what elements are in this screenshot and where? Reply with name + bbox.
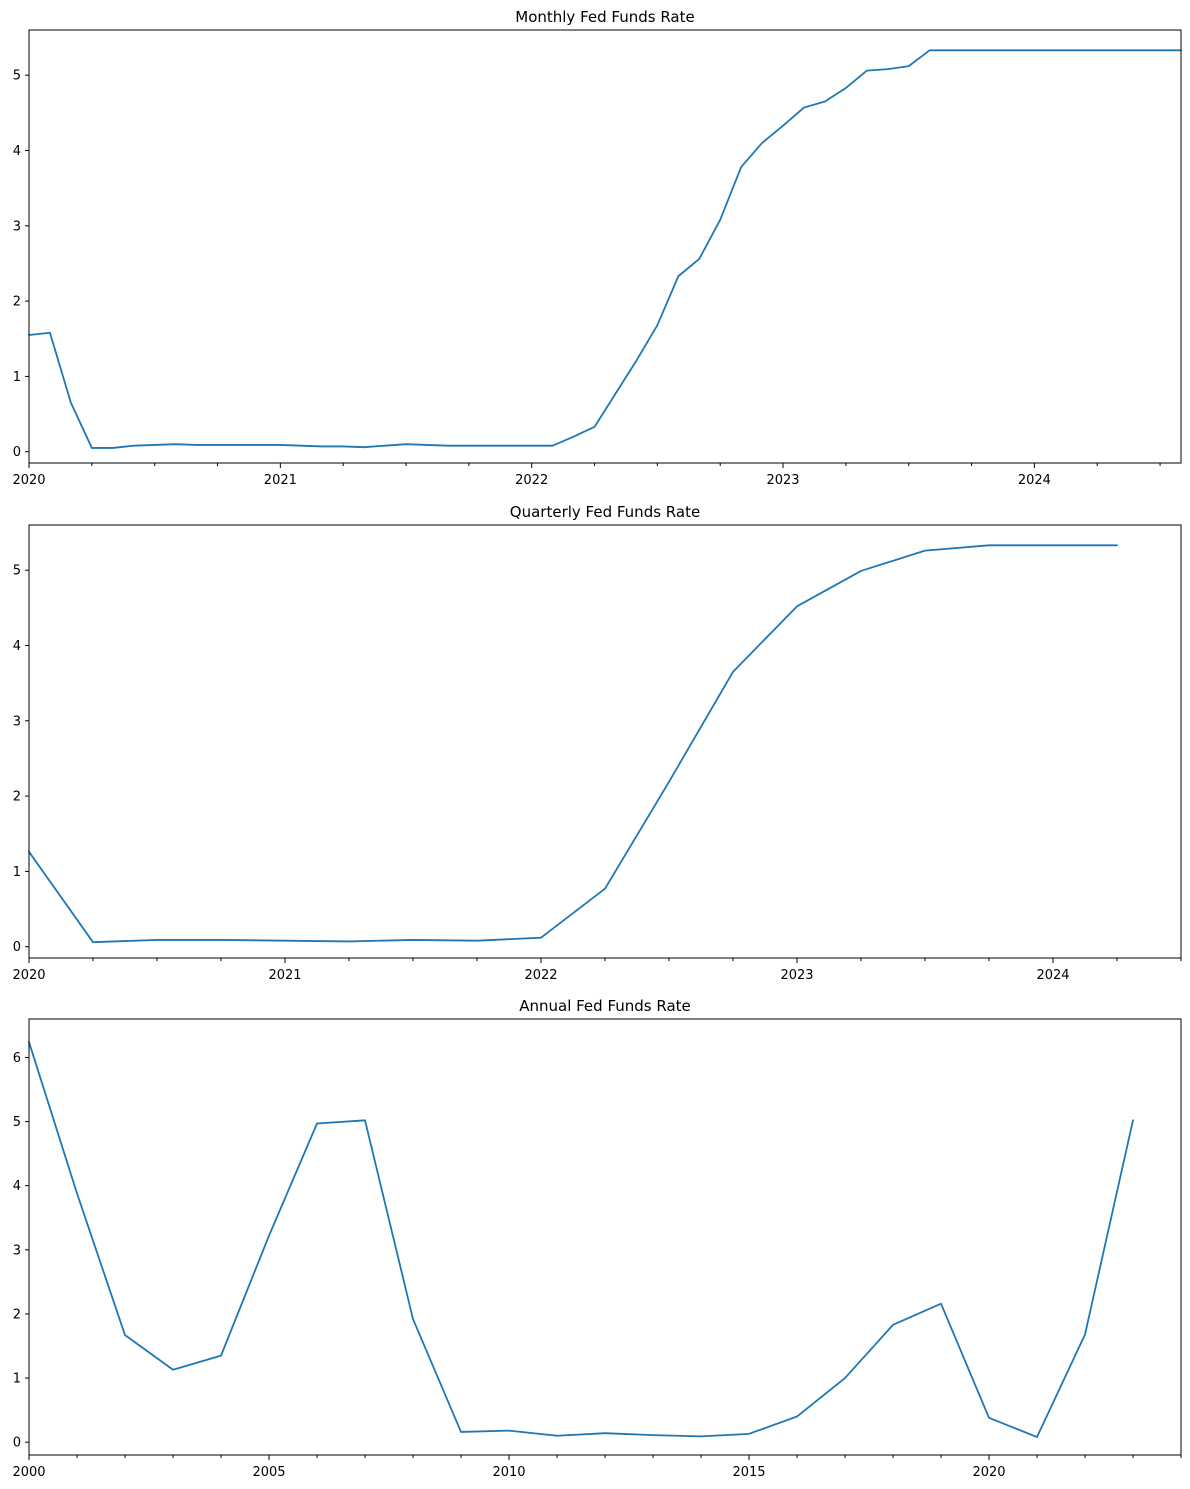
x-tick-label: 2020 bbox=[972, 1465, 1005, 1480]
plot-area-frame bbox=[28, 524, 1182, 959]
chart-title: Annual Fed Funds Rate bbox=[519, 997, 691, 1015]
y-tick-label: 5 bbox=[13, 69, 21, 84]
x-tick-label: 2022 bbox=[524, 968, 557, 983]
y-tick-label: 0 bbox=[13, 445, 21, 460]
x-tick-label: 2021 bbox=[264, 473, 297, 488]
y-tick-label: 0 bbox=[13, 1436, 21, 1451]
y-tick-label: 4 bbox=[13, 144, 21, 159]
x-tick-label: 2000 bbox=[12, 1465, 45, 1480]
y-tick-label: 5 bbox=[13, 564, 21, 579]
y-tick-label: 0 bbox=[13, 940, 21, 955]
series-line bbox=[28, 544, 1118, 944]
y-tick-label: 2 bbox=[13, 295, 21, 310]
y-tick-label: 5 bbox=[13, 1115, 21, 1130]
chart-panel-annual: Annual Fed Funds Rate 0 1 2 3 4 5 6 2000 2005 2010… bbox=[12, 997, 1182, 1480]
y-tick-label: 3 bbox=[13, 714, 21, 729]
plot-area-frame bbox=[28, 1018, 1182, 1456]
y-tick-label: 1 bbox=[13, 1372, 21, 1387]
x-tick-label: 2005 bbox=[252, 1465, 285, 1480]
x-tick-label: 2022 bbox=[515, 473, 548, 488]
y-tick-label: 1 bbox=[13, 865, 21, 880]
y-tick-label: 3 bbox=[13, 219, 21, 234]
y-tick-label: 6 bbox=[13, 1051, 21, 1066]
x-tick-label: 2023 bbox=[766, 473, 799, 488]
x-tick-label: 2020 bbox=[12, 968, 45, 983]
y-tick-label: 2 bbox=[13, 1307, 21, 1322]
x-tick-label: 2024 bbox=[1018, 473, 1051, 488]
plot-area-frame bbox=[28, 29, 1182, 464]
series-line bbox=[28, 1041, 1134, 1438]
y-tick-label: 4 bbox=[13, 1179, 21, 1194]
chart-title: Monthly Fed Funds Rate bbox=[515, 8, 694, 26]
y-tick-label: 1 bbox=[13, 370, 21, 385]
chart-panel-quarterly: Quarterly Fed Funds Rate 0 1 2 3 4 5 2020 2021 20… bbox=[12, 503, 1182, 983]
chart-title: Quarterly Fed Funds Rate bbox=[510, 503, 700, 521]
y-tick-label: 4 bbox=[13, 639, 21, 654]
x-tick-label: 2015 bbox=[732, 1465, 765, 1480]
series-line bbox=[28, 49, 1182, 449]
y-tick-label: 2 bbox=[13, 790, 21, 805]
y-tick-label: 3 bbox=[13, 1243, 21, 1258]
x-tick-label: 2020 bbox=[12, 473, 45, 488]
x-tick-label: 2024 bbox=[1036, 968, 1069, 983]
x-tick-label: 2021 bbox=[268, 968, 301, 983]
x-tick-label: 2010 bbox=[492, 1465, 525, 1480]
x-tick-label: 2023 bbox=[780, 968, 813, 983]
chart-panel-monthly: Monthly Fed Funds Rate 0 1 2 3 4 5 2020 2021 2022… bbox=[12, 8, 1182, 488]
